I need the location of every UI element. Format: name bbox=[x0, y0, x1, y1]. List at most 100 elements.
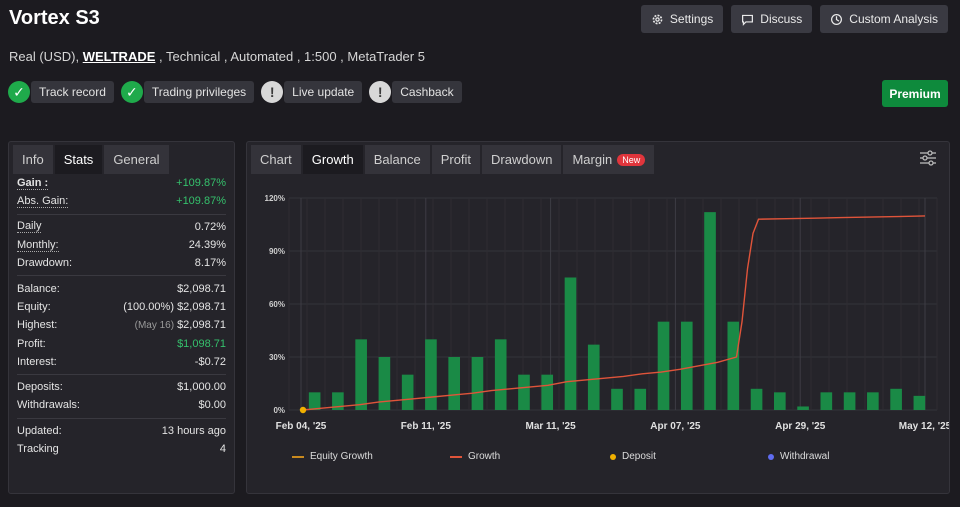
x-tick-label: Apr 07, '25 bbox=[650, 421, 701, 432]
tab-chart[interactable]: Chart bbox=[251, 145, 301, 174]
tab-margin[interactable]: Margin New bbox=[563, 145, 655, 174]
stat-profit: Profit: $1,098.71 bbox=[17, 334, 226, 352]
badge-track-record[interactable]: ✓ Track record bbox=[8, 81, 114, 103]
chart-legend: Equity Growth Growth Deposit Withdrawal bbox=[292, 451, 932, 465]
verification-badges: ✓ Track record ✓ Trading privileges ! Li… bbox=[8, 81, 462, 103]
badge-cashback[interactable]: ! Cashback bbox=[369, 81, 462, 103]
stat-abs-gain: Abs. Gain: +109.87% bbox=[17, 192, 226, 210]
x-tick-label: Feb 04, '25 bbox=[276, 421, 327, 432]
legend-equity-growth[interactable]: Equity Growth bbox=[292, 451, 373, 462]
tab-balance[interactable]: Balance bbox=[364, 145, 430, 174]
stat-updated: Updated: 13 hours ago bbox=[17, 422, 226, 440]
stat-daily: Daily 0.72% bbox=[17, 218, 226, 236]
legend-swatch bbox=[610, 453, 616, 460]
y-tick-label: 60% bbox=[269, 300, 285, 309]
filter-settings-icon[interactable] bbox=[919, 149, 937, 167]
stat-label: Highest: bbox=[17, 319, 58, 332]
exclamation-icon: ! bbox=[261, 81, 284, 103]
account-specs: , Technical , Automated , 1:500 , MetaTr… bbox=[159, 49, 425, 64]
legend-withdrawal[interactable]: Withdrawal bbox=[768, 451, 829, 462]
divider bbox=[17, 373, 226, 375]
stat-note: (May 16) bbox=[134, 320, 175, 332]
premium-button[interactable]: Premium bbox=[882, 80, 948, 107]
badge-label: Cashback bbox=[392, 81, 462, 103]
broker-link[interactable]: WELTRADE bbox=[82, 49, 156, 64]
divider bbox=[17, 275, 226, 277]
stat-label[interactable]: Abs. Gain: bbox=[17, 194, 69, 208]
badge-label: Track record bbox=[31, 81, 114, 103]
bar bbox=[843, 392, 856, 410]
x-tick-label: Mar 11, '25 bbox=[525, 421, 576, 432]
stat-label[interactable]: Gain : bbox=[17, 176, 49, 190]
stat-label: Profit: bbox=[17, 337, 46, 350]
legend-label: Growth bbox=[468, 451, 501, 462]
bar bbox=[657, 321, 670, 410]
bar bbox=[587, 344, 600, 410]
tab-profit[interactable]: Profit bbox=[431, 145, 481, 174]
bar bbox=[518, 374, 530, 410]
tab-general[interactable]: General bbox=[104, 145, 169, 174]
badge-trading-privileges[interactable]: ✓ Trading privileges bbox=[120, 81, 255, 103]
stat-value: $0.00 bbox=[198, 399, 226, 412]
bar bbox=[448, 357, 460, 410]
divider bbox=[17, 417, 226, 419]
bar bbox=[564, 277, 577, 410]
tab-margin-label: Margin bbox=[572, 152, 613, 167]
stat-balance: Balance: $2,098.71 bbox=[17, 279, 226, 297]
stat-value: +109.87% bbox=[176, 177, 226, 190]
discuss-button[interactable]: Discuss bbox=[731, 5, 813, 33]
stat-label: Deposits: bbox=[17, 381, 63, 394]
badge-label: Live update bbox=[284, 81, 363, 103]
tab-stats[interactable]: Stats bbox=[54, 145, 103, 174]
stat-label: Drawdown: bbox=[17, 257, 73, 270]
divider bbox=[17, 213, 226, 215]
stat-value: (May 16) $2,098.71 bbox=[135, 319, 226, 331]
stat-deposits: Deposits: $1,000.00 bbox=[17, 378, 226, 396]
header-actions: Settings Discuss Custom Analysis bbox=[640, 5, 948, 33]
stat-equity: Equity: (100.00%) $2,098.71 bbox=[17, 298, 226, 316]
stat-value: 0.72% bbox=[194, 220, 226, 233]
bar bbox=[611, 388, 623, 410]
bar bbox=[634, 388, 647, 410]
stats-list: Gain : +109.87% Abs. Gain: +109.87% Daily 0… bbox=[9, 174, 234, 458]
custom-analysis-label: Custom Analysis bbox=[849, 12, 938, 26]
tab-drawdown[interactable]: Drawdown bbox=[482, 145, 562, 174]
bar bbox=[680, 321, 693, 410]
stat-label[interactable]: Daily bbox=[17, 220, 42, 234]
stat-value: (100.00%) $2,098.71 bbox=[123, 301, 226, 313]
bar bbox=[471, 357, 484, 410]
growth-line bbox=[302, 215, 926, 411]
stats-tabs: Info Stats General bbox=[9, 142, 234, 174]
growth-chart: 120% 90% 60% 30% 0% Feb 04, '25 Feb 11, '25 Mar… bbox=[265, 194, 949, 432]
tab-info[interactable]: Info bbox=[13, 145, 53, 174]
settings-label: Settings bbox=[669, 12, 714, 26]
badge-label: Trading privileges bbox=[143, 81, 255, 103]
legend-swatch bbox=[768, 453, 774, 460]
gear-icon bbox=[652, 14, 663, 24]
bar bbox=[820, 392, 833, 410]
settings-button[interactable]: Settings bbox=[640, 5, 724, 33]
y-tick-label: 30% bbox=[269, 353, 285, 362]
stat-label: Updated: bbox=[17, 424, 62, 437]
clock-icon bbox=[831, 13, 843, 25]
stat-value: $2,098.71 bbox=[177, 282, 226, 295]
chart-panel: Chart Growth Balance Profit Drawdown Mar… bbox=[246, 141, 950, 494]
legend-growth[interactable]: Growth bbox=[450, 451, 500, 462]
stat-interest: Interest: -$0.72 bbox=[17, 353, 226, 371]
bar bbox=[704, 212, 716, 410]
badge-live-update[interactable]: ! Live update bbox=[261, 81, 363, 103]
custom-analysis-button[interactable]: Custom Analysis bbox=[820, 5, 948, 33]
tab-growth[interactable]: Growth bbox=[302, 145, 363, 174]
page-title: Vortex S3 bbox=[9, 7, 100, 29]
legend-swatch bbox=[292, 455, 304, 458]
stat-label[interactable]: Monthly: bbox=[17, 238, 59, 252]
bar bbox=[494, 339, 507, 410]
stat-value: 4 bbox=[219, 443, 226, 455]
bar bbox=[750, 388, 763, 410]
legend-deposit[interactable]: Deposit bbox=[610, 451, 656, 462]
stat-label: Tracking bbox=[17, 443, 59, 455]
stat-value: $1,098.71 bbox=[177, 337, 226, 350]
y-tick-label: 120% bbox=[265, 194, 285, 203]
y-tick-label: 0% bbox=[273, 406, 285, 415]
account-type: Real (USD), bbox=[9, 49, 80, 64]
